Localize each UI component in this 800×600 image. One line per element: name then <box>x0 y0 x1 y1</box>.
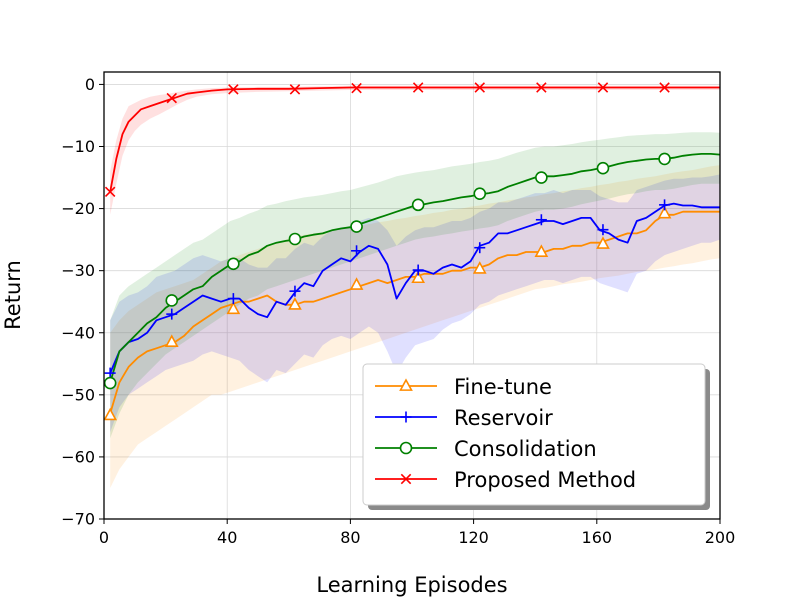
legend-entry-proposed-method: Proposed Method <box>375 468 636 492</box>
legend-entry-fine-tune: Fine-tune <box>375 375 552 399</box>
y-tick-label: −20 <box>61 199 95 218</box>
y-tick-label: −50 <box>61 385 95 404</box>
legend-box <box>362 363 706 506</box>
legend-label: Consolidation <box>454 437 597 461</box>
fine-tune-point <box>411 270 426 284</box>
series-markers <box>103 82 672 421</box>
x-tick-label: 40 <box>217 528 237 547</box>
x-tick-label: 200 <box>705 528 736 547</box>
reservoir-point <box>659 199 671 211</box>
fine-tune-point <box>596 236 610 249</box>
reservoir-band <box>110 174 720 433</box>
reservoir-point <box>166 308 178 320</box>
consolidation-point <box>535 171 548 184</box>
legend-marker <box>399 441 413 455</box>
proposed-method-point <box>228 84 239 95</box>
consolidation-point <box>411 198 425 212</box>
legend-label: Reservoir <box>454 406 553 430</box>
y-axis-label: Return <box>1 260 25 330</box>
consolidation-band <box>110 132 720 439</box>
consolidation-point <box>658 152 671 166</box>
legend-marker <box>400 473 412 485</box>
fine-tune-point <box>534 244 549 257</box>
reservoir-point <box>289 285 301 297</box>
reservoir-point <box>351 245 363 257</box>
y-tick-label: −10 <box>61 137 95 156</box>
legend-entry-consolidation: Consolidation <box>375 437 597 461</box>
fine-tune-point <box>657 205 672 219</box>
consolidation-point <box>103 376 117 390</box>
y-tick-label: −40 <box>61 323 95 342</box>
fine-tune-point <box>103 407 118 421</box>
proposed-method-line <box>109 86 720 192</box>
y-tick-label: −60 <box>61 447 95 466</box>
x-tick-label: 80 <box>340 528 360 547</box>
proposed-method-point <box>166 92 178 104</box>
reservoir-point <box>412 264 424 276</box>
proposed-method-point <box>351 82 362 94</box>
x-tick-label: 160 <box>582 528 613 547</box>
legend-label: Fine-tune <box>454 375 552 399</box>
legend-marker <box>399 378 413 391</box>
legend: Fine-tune Reservoir Consolidation Proposed … <box>362 363 710 510</box>
reservoir-point <box>227 293 239 305</box>
proposed-method-point <box>659 82 670 93</box>
consolidation-point <box>596 161 610 175</box>
y-tick-label: −30 <box>61 261 95 280</box>
fine-tune-point <box>226 301 241 315</box>
fine-tune-band <box>110 165 720 488</box>
consolidation-point <box>165 294 179 307</box>
proposed-method-point <box>104 186 116 198</box>
fine-tune-point <box>164 334 179 347</box>
x-axis-label: Learning Episodes <box>316 573 507 597</box>
reservoir-point <box>474 242 486 254</box>
proposed-method-point <box>289 84 301 95</box>
consolidation-point <box>288 232 302 246</box>
consolidation-point <box>350 220 363 233</box>
proposed-method-point <box>474 82 486 93</box>
reservoir-point <box>597 224 609 236</box>
proposed-method-point <box>536 82 547 93</box>
consolidation-point <box>227 257 240 271</box>
legend-entry-reservoir: Reservoir <box>375 406 553 430</box>
proposed-method-point <box>597 82 609 93</box>
y-tick-label: −70 <box>61 510 95 529</box>
x-tick-label: 0 <box>99 528 109 547</box>
fine-tune-point <box>288 297 302 310</box>
fine-tune-point <box>472 261 487 274</box>
reservoir-point <box>535 214 547 226</box>
consolidation-point <box>473 187 487 200</box>
y-axis-ticks: 0 −10 −20 −30 −40 −50 −60 −70 <box>61 75 104 529</box>
plot-frame <box>103 71 721 520</box>
legend-label: Proposed Method <box>454 468 636 492</box>
x-axis-ticks: 0 40 80 120 160 200 <box>99 519 735 547</box>
legend-marker <box>400 411 412 423</box>
fine-tune-point <box>349 277 364 290</box>
proposed-method-point <box>412 82 424 93</box>
y-tick-label: 0 <box>85 75 95 94</box>
x-tick-label: 120 <box>458 528 489 547</box>
